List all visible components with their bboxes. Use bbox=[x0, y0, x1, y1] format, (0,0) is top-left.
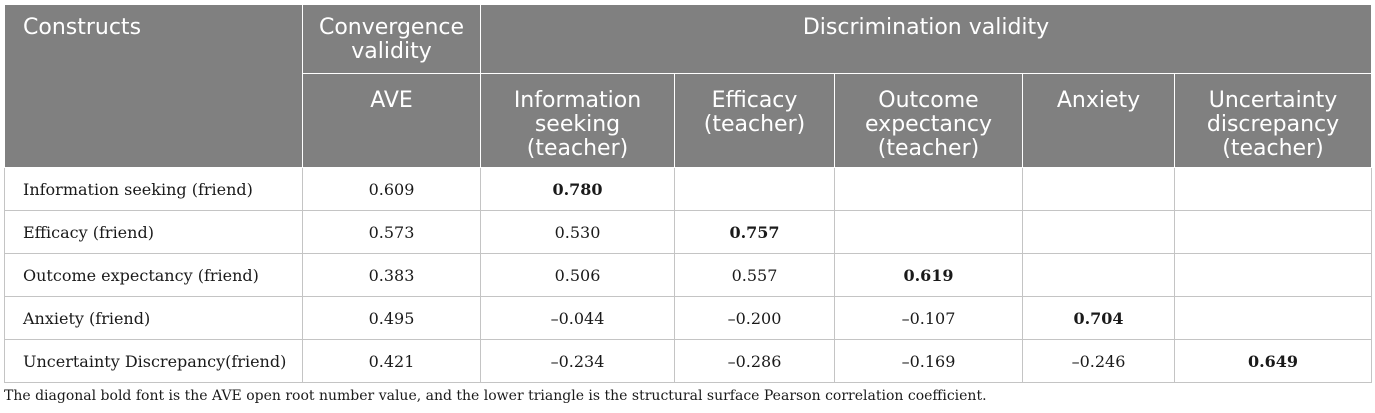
validity-table: Constructs Convergence validity Discrimi… bbox=[4, 4, 1373, 383]
value-cell bbox=[674, 167, 835, 211]
diagonal-cell: 0.757 bbox=[674, 210, 835, 254]
table-footnote: The diagonal bold font is the AVE open r… bbox=[4, 388, 987, 404]
value-cell: –0.107 bbox=[834, 296, 1023, 340]
row-label: Uncertainty Discrepancy(friend) bbox=[4, 339, 303, 383]
header-efficacy: Efficacy (teacher) bbox=[674, 73, 835, 168]
ave-cell: 0.421 bbox=[302, 339, 481, 383]
value-cell bbox=[1173, 210, 1373, 254]
value-cell: –0.246 bbox=[1022, 339, 1175, 383]
row-label: Anxiety (friend) bbox=[4, 296, 303, 340]
value-cell bbox=[1173, 167, 1373, 211]
table-row: Information seeking (friend) 0.609 0.780 bbox=[4, 167, 1373, 211]
diagonal-cell: 0.619 bbox=[834, 253, 1023, 297]
row-label: Outcome expectancy (friend) bbox=[4, 253, 303, 297]
value-cell bbox=[1173, 296, 1373, 340]
table-row: Anxiety (friend) 0.495 –0.044 –0.200 –0.… bbox=[4, 296, 1373, 340]
value-cell: –0.234 bbox=[480, 339, 675, 383]
table-row: Efficacy (friend) 0.573 0.530 0.757 bbox=[4, 210, 1373, 254]
value-cell bbox=[1022, 167, 1175, 211]
header-ave: AVE bbox=[302, 73, 481, 168]
diagonal-cell: 0.704 bbox=[1022, 296, 1175, 340]
header-constructs: Constructs bbox=[4, 4, 303, 168]
value-cell bbox=[1022, 210, 1175, 254]
value-cell bbox=[1173, 253, 1373, 297]
header-row-1: Constructs Convergence validity Discrimi… bbox=[4, 4, 1373, 168]
value-cell: –0.044 bbox=[480, 296, 675, 340]
ave-cell: 0.383 bbox=[302, 253, 481, 297]
header-uncertainty-discrepancy: Uncertainty discrepancy (teacher) bbox=[1173, 73, 1373, 168]
row-label: Efficacy (friend) bbox=[4, 210, 303, 254]
table-row: Uncertainty Discrepancy(friend) 0.421 –0… bbox=[4, 339, 1373, 383]
header-anxiety: Anxiety bbox=[1022, 73, 1175, 168]
value-cell bbox=[1022, 253, 1175, 297]
value-cell bbox=[834, 167, 1023, 211]
value-cell: –0.200 bbox=[674, 296, 835, 340]
diagonal-cell: 0.649 bbox=[1173, 339, 1373, 383]
header-discrimination-validity: Discrimination validity bbox=[479, 4, 1373, 74]
header-information-seeking: Information seeking (teacher) bbox=[480, 73, 675, 168]
row-label: Information seeking (friend) bbox=[4, 167, 303, 211]
ave-cell: 0.495 bbox=[302, 296, 481, 340]
header-convergence-validity: Convergence validity bbox=[302, 4, 481, 74]
ave-cell: 0.609 bbox=[302, 167, 481, 211]
value-cell: 0.530 bbox=[480, 210, 675, 254]
value-cell bbox=[834, 210, 1023, 254]
value-cell: –0.286 bbox=[674, 339, 835, 383]
header-outcome-expectancy: Outcome expectancy (teacher) bbox=[834, 73, 1023, 168]
table-row: Outcome expectancy (friend) 0.383 0.506 … bbox=[4, 253, 1373, 297]
ave-cell: 0.573 bbox=[302, 210, 481, 254]
value-cell: 0.506 bbox=[480, 253, 675, 297]
header-row-2: AVE Information seeking (teacher) Effica… bbox=[5, 73, 1373, 168]
value-cell: 0.557 bbox=[674, 253, 835, 297]
diagonal-cell: 0.780 bbox=[480, 167, 675, 211]
value-cell: –0.169 bbox=[834, 339, 1023, 383]
